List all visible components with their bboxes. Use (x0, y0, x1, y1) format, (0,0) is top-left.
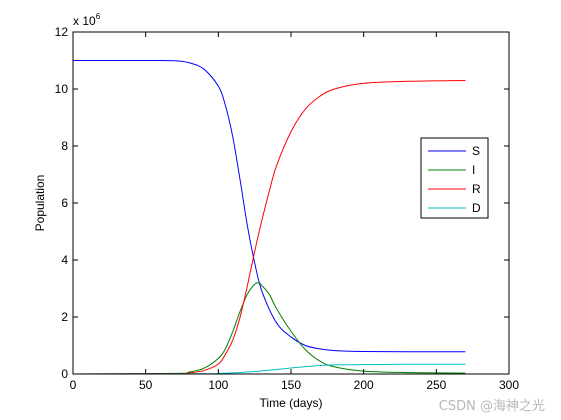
x-axis-label: Time (days) (260, 396, 323, 410)
y-multiplier-label: x 106 (73, 12, 101, 28)
series-line-r (72, 79, 466, 375)
y-tick-label: 10 (55, 82, 69, 96)
x-tick-label: 0 (70, 378, 77, 392)
y-tick-label: 8 (61, 139, 68, 153)
legend-label-s: S (472, 144, 480, 158)
x-tick-label: 250 (426, 378, 446, 392)
legend-label-i: I (472, 163, 475, 177)
y-tick-label: 4 (61, 253, 68, 267)
y-axis-label: Population (33, 175, 47, 232)
y-tick-label: 12 (55, 25, 69, 39)
y-tick-label: 0 (61, 367, 68, 381)
y-tick-label: 2 (61, 310, 68, 324)
legend-label-r: R (472, 182, 481, 196)
x-tick-label: 100 (208, 378, 228, 392)
x-tick-label: 50 (139, 378, 153, 392)
series-line-d (72, 363, 466, 375)
y-axis: 0 2 4 6 8 10 12 (55, 25, 509, 381)
x-tick-label: 150 (281, 378, 301, 392)
series-layer (72, 59, 466, 375)
watermark: CSDN @海神之光 (438, 399, 545, 414)
legend-label-d: D (472, 201, 481, 215)
series-line-s (72, 59, 466, 353)
y-tick-label: 6 (61, 196, 68, 210)
x-tick-label: 200 (354, 378, 374, 392)
x-tick-label: 300 (499, 378, 519, 392)
y-multiplier-exponent: 6 (96, 12, 101, 21)
x-axis: 0 50 100 150 200 250 300 (70, 32, 519, 392)
